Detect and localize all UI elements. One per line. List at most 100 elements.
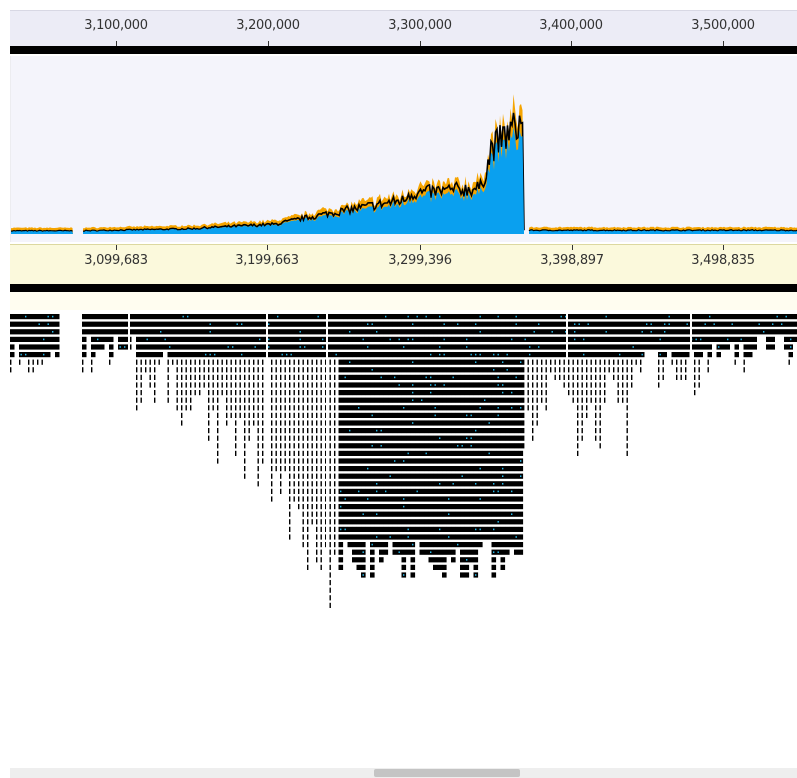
aligned-read [433,321,438,327]
aligned-read [509,466,515,472]
mismatch-mark [407,338,409,341]
aligned-read [424,435,429,441]
aligned-read [392,352,398,358]
mismatch-mark [502,384,504,386]
aligned-read [253,367,255,373]
aligned-read [352,390,357,396]
aligned-read [545,382,547,388]
aligned-read [487,504,492,510]
aligned-read [478,435,483,441]
aligned-read [586,344,591,350]
aligned-read [316,428,318,434]
aligned-read [428,496,434,502]
mismatch-mark [632,346,634,348]
aligned-read [253,329,258,335]
aligned-read [293,428,295,434]
aligned-read [410,405,416,411]
aligned-read [284,321,289,327]
mismatch-mark [362,574,364,576]
aligned-read [370,336,375,342]
aligned-read [383,374,389,380]
aligned-read [433,458,438,464]
aligned-read [428,428,434,434]
aligned-read [302,488,304,494]
aligned-read [352,352,357,358]
aligned-read [320,321,325,327]
top-coordinate-ruler[interactable]: 3,100,000 3,200,000 3,300,000 3,400,000 … [10,10,797,47]
aligned-read [428,542,434,548]
aligned-read [379,390,384,396]
aligned-read [500,557,506,563]
aligned-read [559,374,561,380]
aligned-read [271,336,276,342]
aligned-read [392,382,398,388]
aligned-read [685,367,687,373]
aligned-read [442,519,447,525]
aligned-read [419,344,425,350]
aligned-read [685,352,690,358]
aligned-read [370,458,375,464]
bottom-coordinate-ruler[interactable]: 3,099,683 3,199,663 3,299,396 3,398,897 … [10,244,797,285]
aligned-read [626,321,631,327]
aligned-read [518,466,524,472]
aligned-read [523,374,525,380]
aligned-read [239,359,241,365]
aligned-read [685,329,690,335]
aligned-read [347,443,353,449]
aligned-read [554,344,559,350]
scroll-thumb[interactable] [374,769,520,777]
aligned-read [419,466,425,472]
aligned-read [275,397,277,403]
aligned-read [167,367,169,373]
aligned-read [140,390,142,396]
aligned-read [311,359,313,365]
read-alignment-track[interactable] [10,310,797,768]
horizontal-scrollbar[interactable] [10,768,797,778]
aligned-read [509,382,515,388]
aligned-read [383,336,389,342]
aligned-read [397,428,402,434]
aligned-read [307,526,309,532]
aligned-read [356,359,362,365]
aligned-read [356,549,362,555]
aligned-read [523,412,525,418]
aligned-read [554,329,559,335]
aligned-read [176,359,178,365]
aligned-read [518,496,524,502]
aligned-read [307,367,309,373]
aligned-read [428,504,434,510]
aligned-read [545,314,550,320]
mismatch-mark [340,528,342,531]
aligned-read [262,344,267,350]
aligned-read [424,549,429,555]
aligned-read [707,367,709,373]
aligned-read [415,519,420,525]
aligned-read [442,428,447,434]
aligned-read [280,336,285,342]
aligned-read [329,336,334,342]
aligned-read [527,374,529,380]
aligned-read [433,435,438,441]
aligned-read [388,412,393,418]
mismatch-mark [448,536,450,538]
aligned-read [550,352,555,358]
aligned-read [221,390,223,396]
aligned-read [167,352,172,358]
aligned-read [203,374,205,380]
aligned-read [302,450,304,456]
aligned-read [257,466,259,472]
coverage-track[interactable] [10,56,797,242]
aligned-read [356,450,362,456]
aligned-read [275,382,277,388]
aligned-read [545,397,547,403]
aligned-read [415,336,420,342]
aligned-read [604,344,609,350]
aligned-read [577,336,582,342]
aligned-read [568,321,573,327]
aligned-read [424,458,429,464]
aligned-read [397,397,402,403]
mismatch-mark [439,437,441,439]
aligned-read [275,405,277,411]
aligned-read [370,352,375,358]
aligned-read [365,336,371,342]
